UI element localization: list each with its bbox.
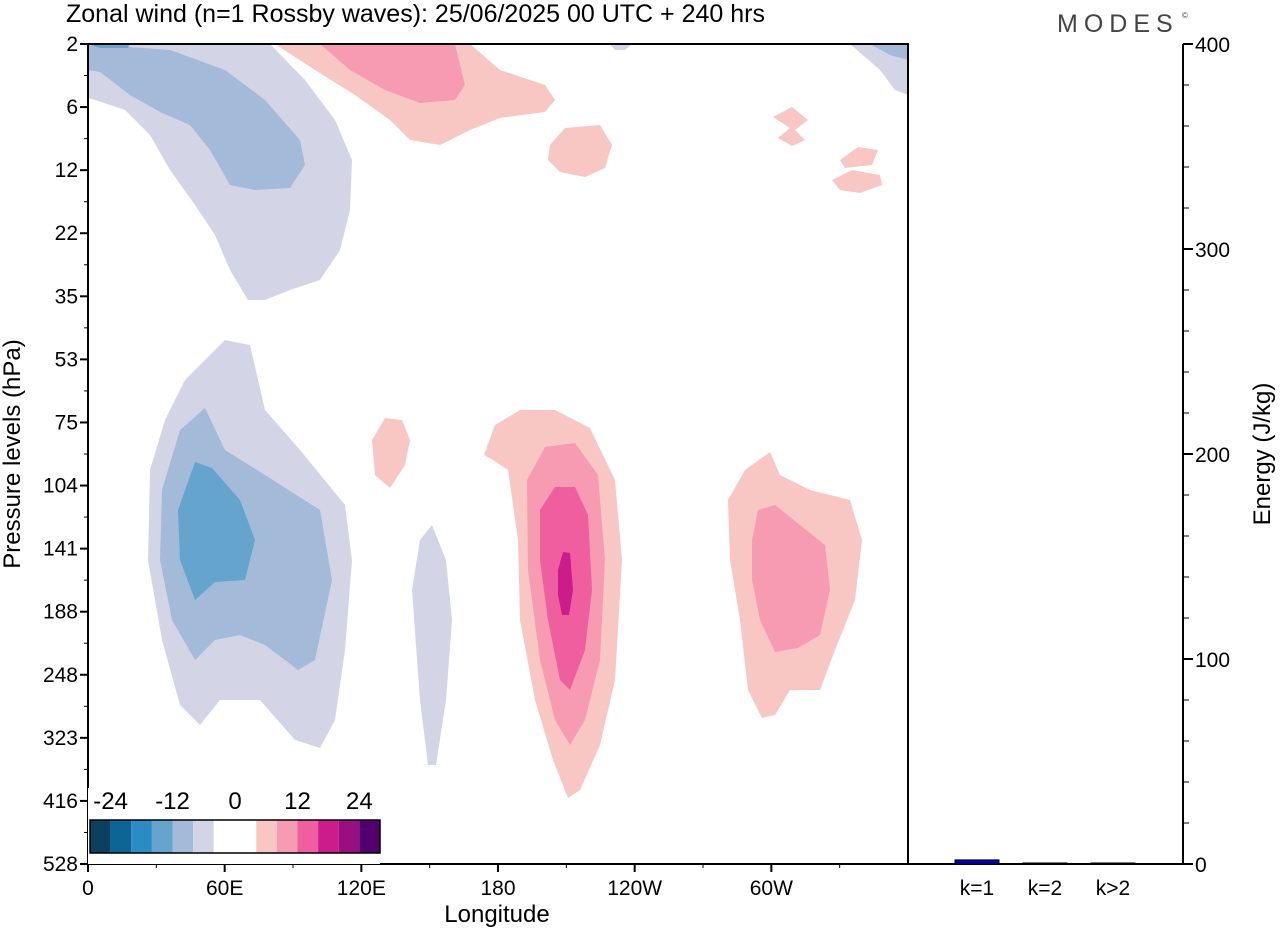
contour-neg-8-topright <box>870 44 908 60</box>
colorbar-swatch <box>276 820 298 853</box>
energy-tick-label: 200 <box>1195 444 1230 467</box>
energy-bars <box>954 859 1136 865</box>
pressure-tick-label: 6 <box>66 96 78 119</box>
wavenumber-labels: k=1 k=2 k>2 <box>960 877 1130 900</box>
contour-pos-4-blob4 <box>832 170 882 193</box>
pressure-tick-label: 75 <box>55 411 78 434</box>
longitude-ticks: 0 60E 120E 180 120W 60W <box>82 864 841 900</box>
colorbar-swatch <box>359 820 380 853</box>
energy-tick-label: 100 <box>1195 649 1230 672</box>
colorbar-swatch <box>151 820 173 853</box>
colorbar-swatch <box>110 820 132 853</box>
wavenumber-label: k=2 <box>1028 877 1062 900</box>
longitude-tick-label: 120E <box>337 877 386 900</box>
logo-registered-mark: © <box>1182 11 1188 20</box>
contour-pos-4-130e <box>372 418 410 488</box>
energy-ticks: 0 100 200 300 400 <box>1183 34 1230 877</box>
contour-pos-4-blob1 <box>548 125 612 177</box>
contour-neg-16-lower <box>178 462 255 600</box>
longitude-tick-label: 180 <box>480 877 515 900</box>
pressure-tick-label: 323 <box>43 727 78 750</box>
contour-neg-4-sliver <box>412 525 452 765</box>
wavenumber-label: k>2 <box>1096 877 1130 900</box>
energy-tick-label: 400 <box>1195 34 1230 57</box>
contour-pos-4-blob3 <box>840 147 878 168</box>
colorbar-frame <box>89 819 381 854</box>
pressure-tick-label: 528 <box>43 853 78 876</box>
energy-tick-label: 0 <box>1195 854 1207 877</box>
pressure-tick-label: 35 <box>55 285 78 308</box>
pressure-tick-label: 53 <box>55 348 78 371</box>
y-axis-label: Pressure levels (hPa) <box>0 339 26 568</box>
colorbar-tick-label: 12 <box>284 788 311 815</box>
wavenumber-label: k=1 <box>960 877 994 900</box>
pressure-tick-label: 416 <box>43 790 78 813</box>
heatmap-panel: 2 6 12 22 35 53 75 104 141 188 248 323 416 528 0 60E 12… <box>0 33 909 928</box>
colorbar-swatch <box>213 820 257 853</box>
x-axis-label: Longitude <box>444 901 549 928</box>
colorbar-tick-label: 0 <box>228 788 241 815</box>
colorbar-swatch <box>256 820 277 853</box>
pressure-tick-label: 2 <box>66 33 78 56</box>
contour-neg-4-top-small <box>610 44 632 50</box>
pressure-tick-label: 22 <box>55 222 78 245</box>
energy-bar <box>954 859 1000 865</box>
longitude-tick-label: 60E <box>206 877 243 900</box>
colorbar-swatches <box>89 819 381 854</box>
colorbar-swatch <box>90 820 111 853</box>
pressure-tick-label: 12 <box>55 159 78 182</box>
pressure-tick-label: 141 <box>43 538 78 561</box>
pressure-tick-label: 188 <box>43 601 78 624</box>
energy-bar <box>1022 862 1068 865</box>
energy-bar <box>1090 862 1136 865</box>
colorbar-tick-label: 24 <box>346 788 373 815</box>
chart-title: Zonal wind (n=1 Rossby waves): 25/06/202… <box>66 0 765 28</box>
colorbar-tick-labels: -24 -12 0 12 24 <box>93 788 372 815</box>
longitude-tick-label: 0 <box>82 877 94 900</box>
energy-axis-label: Energy (J/kg) <box>1249 383 1276 526</box>
contour-pos-4-blob2 <box>773 107 808 146</box>
longitude-tick-label: 60W <box>750 877 793 900</box>
colorbar-swatch <box>318 820 339 853</box>
colorbar-swatch <box>131 820 152 853</box>
contour-pos-16-main <box>558 552 573 615</box>
colorbar-swatch <box>297 820 319 853</box>
colorbar-swatch <box>193 820 214 853</box>
contour-neg-8-upper <box>88 44 305 190</box>
contour-fills <box>88 44 908 864</box>
pressure-tick-label: 104 <box>43 475 78 498</box>
longitude-tick-label: 120W <box>607 877 662 900</box>
colorbar-swatch <box>172 820 194 853</box>
contour-neg-4-topright <box>850 44 908 95</box>
energy-panel: 0 100 200 300 400 k=1 k=2 k>2 Energy (J/kg) <box>908 34 1276 900</box>
colorbar-swatch <box>338 820 360 853</box>
colorbar-tick-label: -24 <box>93 788 128 815</box>
contour-pos-8-60w <box>752 505 830 652</box>
colorbar-tick-label: -12 <box>155 788 190 815</box>
energy-tick-label: 300 <box>1195 239 1230 262</box>
pressure-tick-label: 248 <box>43 664 78 687</box>
pressure-ticks: 2 6 12 22 35 53 75 104 141 188 248 323 416 528 <box>43 33 88 876</box>
colorbar: -24 -12 0 12 24 <box>88 788 381 864</box>
contour-pos-8-top <box>320 44 465 103</box>
modes-logo: MODES <box>1057 10 1179 38</box>
